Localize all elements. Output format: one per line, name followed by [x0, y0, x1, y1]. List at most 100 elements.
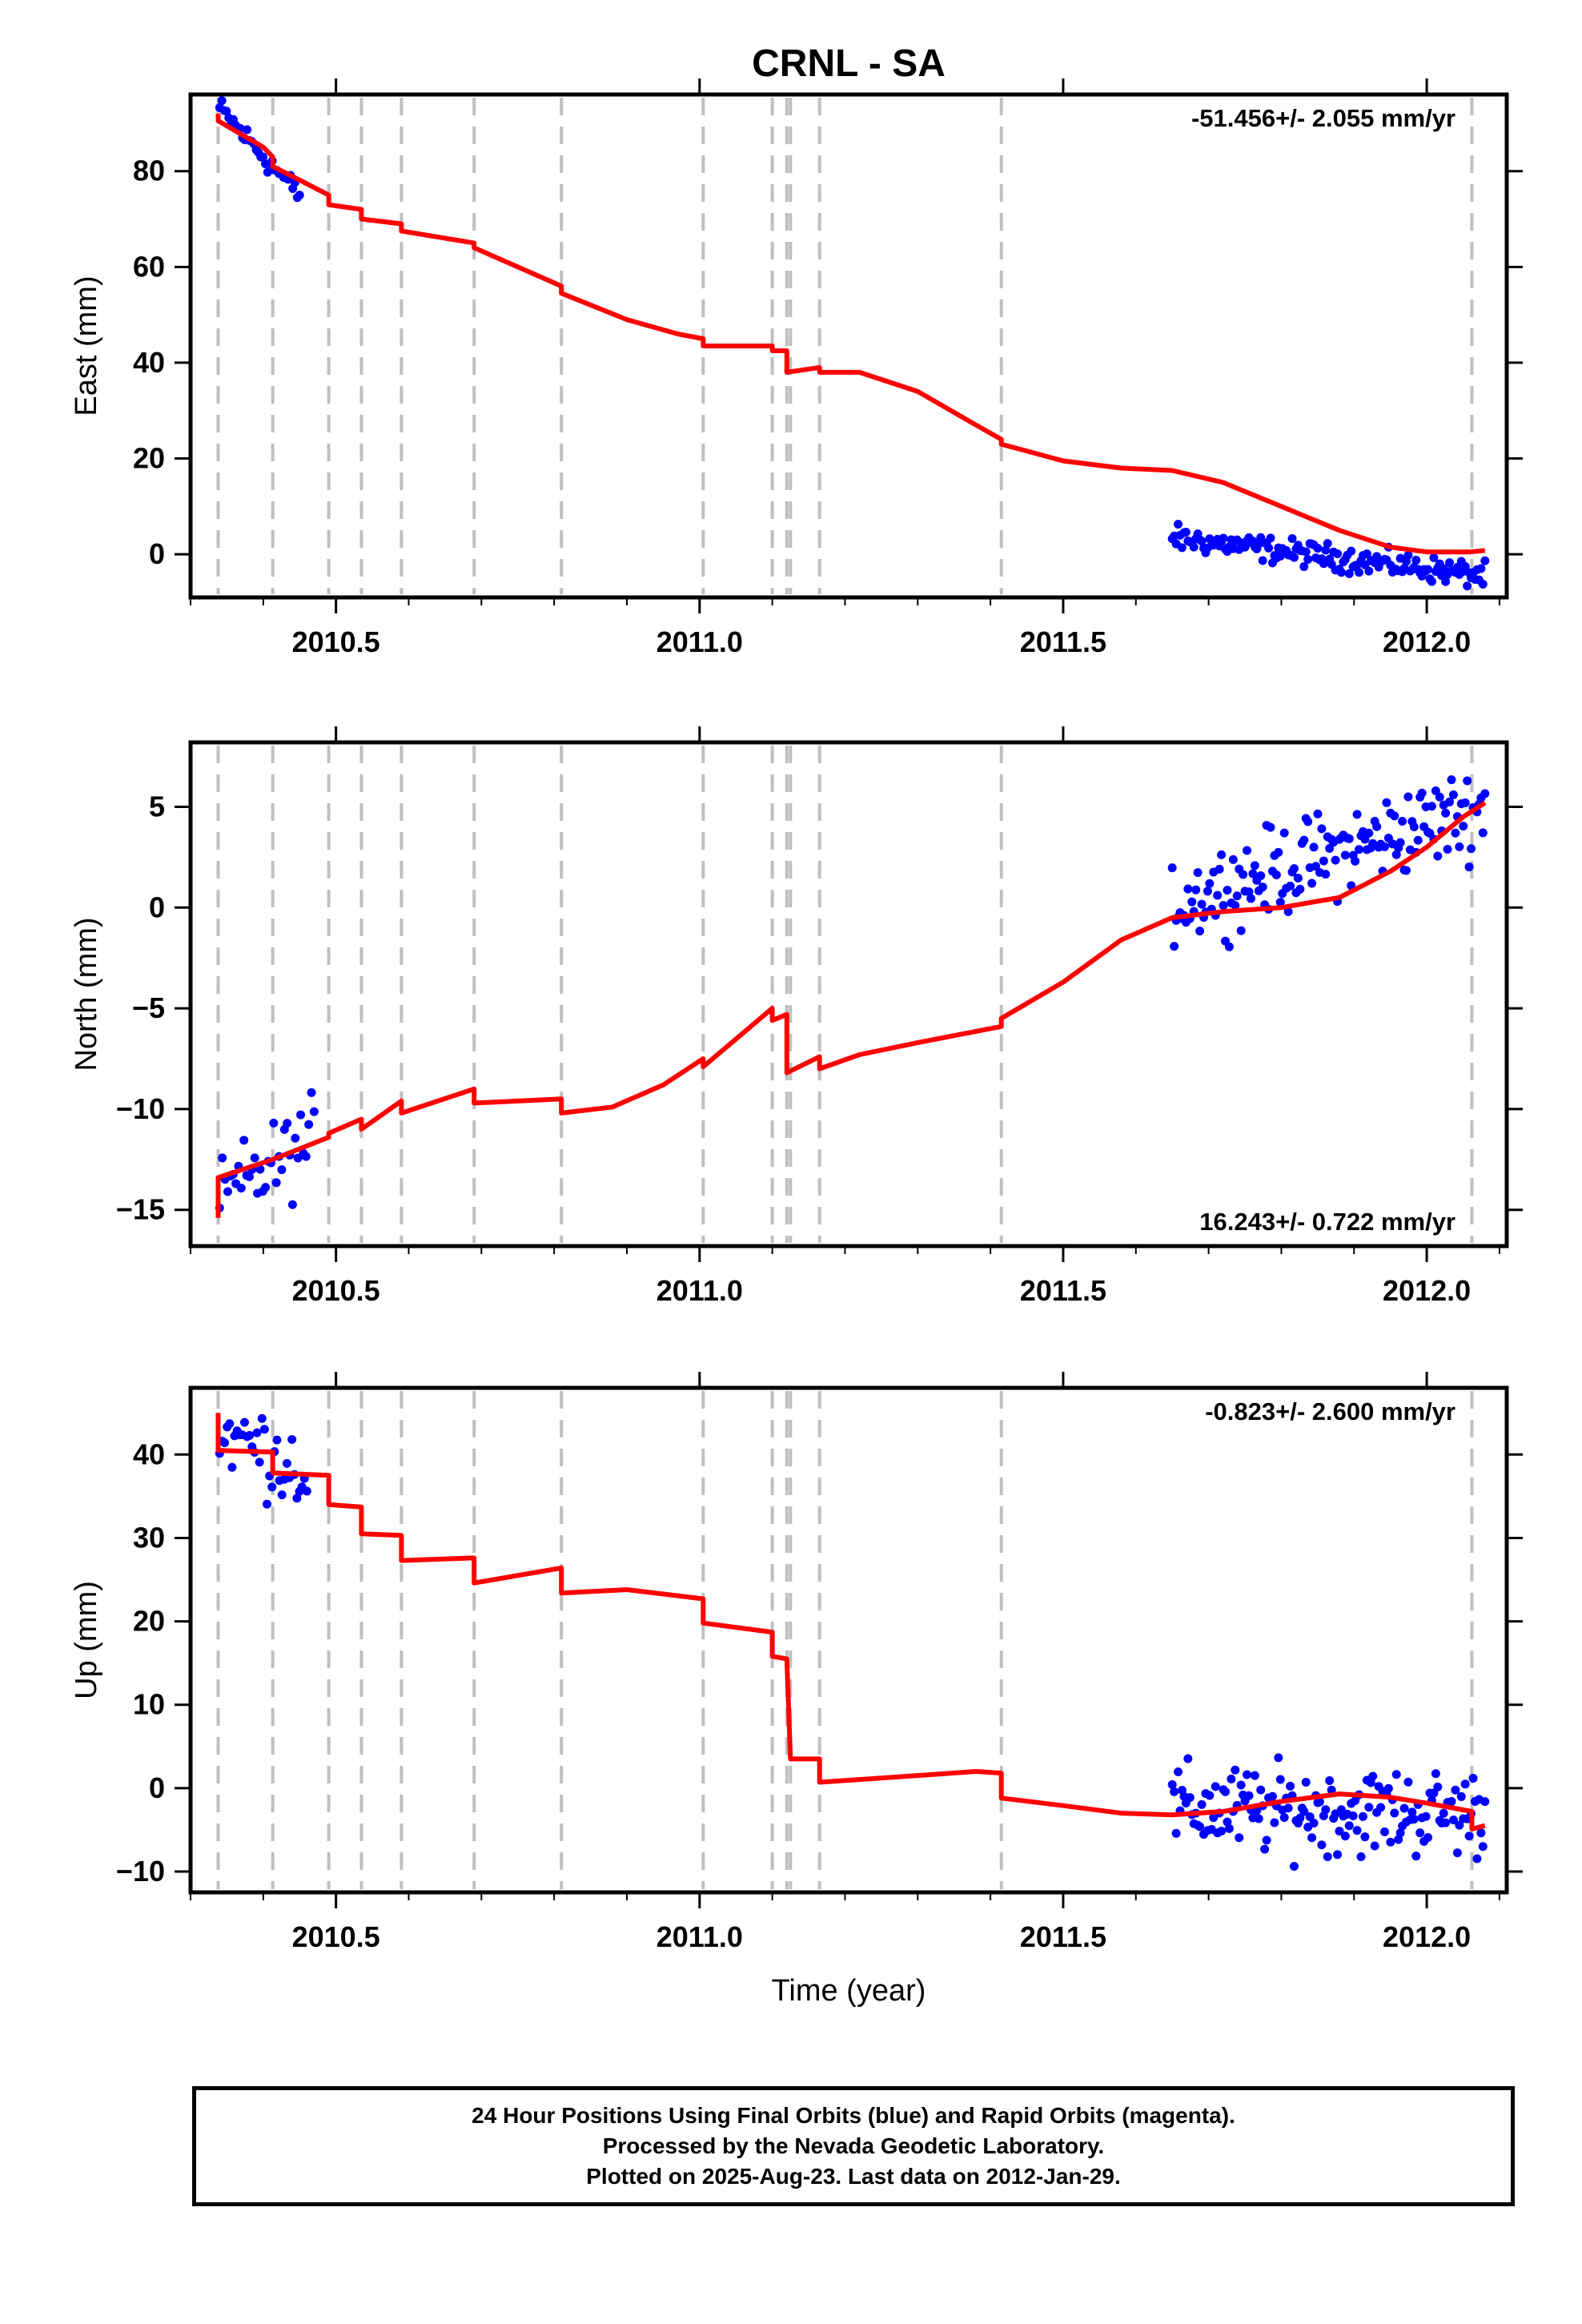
data-point [1423, 565, 1433, 574]
plot-frame [188, 1385, 1509, 1895]
data-point [227, 1462, 237, 1472]
data-point [1335, 1826, 1344, 1835]
data-point [1223, 1817, 1232, 1827]
data-point [287, 1435, 297, 1445]
data-point [1451, 1785, 1460, 1795]
x-tick-label: 2012.0 [1383, 1274, 1471, 1307]
data-point [1243, 1770, 1252, 1779]
data-point [218, 1153, 227, 1163]
data-point [1189, 542, 1199, 552]
data-point [1433, 1782, 1443, 1791]
x-tick-label: 2011.0 [656, 1920, 743, 1953]
data-point [1205, 879, 1215, 888]
data-point [1232, 891, 1242, 901]
data-point [1211, 1782, 1220, 1791]
data-point [1264, 543, 1274, 553]
data-point [1287, 534, 1297, 544]
data-point [295, 191, 304, 200]
data-point [1254, 1814, 1263, 1823]
data-point [1195, 927, 1205, 936]
data-point [1303, 817, 1313, 826]
data-point [1364, 828, 1374, 838]
data-point [1327, 1785, 1336, 1795]
footer-line-2: Processed by the Nevada Geodetic Laborat… [602, 2133, 1105, 2158]
x-tick-label: 2010.5 [292, 1920, 380, 1953]
y-tick-label: 60 [133, 250, 165, 283]
data-point [1283, 1803, 1293, 1813]
data-point [1415, 1828, 1425, 1838]
model-line [215, 113, 1486, 555]
data-point [255, 1458, 264, 1467]
data-point [1390, 811, 1399, 821]
data-point [1167, 1779, 1177, 1789]
y-tick-label: −10 [116, 1855, 165, 1888]
data-point [1441, 1818, 1451, 1827]
data-point [1183, 884, 1193, 894]
data-point [1344, 1821, 1354, 1831]
data-point [1344, 834, 1354, 843]
data-point [1321, 1805, 1331, 1815]
plot-frame [188, 92, 1509, 600]
data-point [1323, 539, 1332, 549]
y-tick-label: 80 [133, 155, 165, 187]
data-point [1256, 870, 1266, 880]
data-point [1447, 775, 1456, 785]
data-point [1174, 1767, 1183, 1776]
data-point [1239, 870, 1248, 879]
y-tick-label: 5 [149, 790, 165, 823]
data-point [1460, 798, 1470, 807]
data-point [1355, 568, 1364, 577]
data-point [1356, 1852, 1366, 1861]
data-point [1427, 577, 1436, 586]
data-point [1445, 558, 1455, 568]
y-axis-label: East (mm) [70, 275, 103, 416]
data-point [220, 1438, 230, 1448]
data-point [1231, 901, 1240, 911]
data-point [277, 1490, 287, 1500]
data-point [1243, 846, 1252, 855]
data-point [1250, 861, 1259, 870]
footer-line-3: Plotted on 2025-Aug-23. Last data on 201… [586, 2164, 1121, 2189]
data-point [1401, 866, 1411, 875]
data-point [277, 1165, 287, 1175]
data-point [1403, 1777, 1413, 1787]
data-point [1429, 553, 1439, 562]
x-tick-label: 2011.5 [1020, 625, 1106, 658]
data-point [271, 1178, 281, 1188]
data-point [1468, 1773, 1478, 1783]
data-point [1270, 1818, 1279, 1827]
data-point [244, 1172, 254, 1181]
data-point [1368, 1771, 1378, 1781]
data-point [1187, 897, 1197, 907]
y-tick-label: 20 [133, 1605, 165, 1638]
panel-north: 2010.5 2011.0 2011.5 2012.0 −15 −10 −5 0 5 North … [70, 726, 1523, 1307]
data-point [1395, 838, 1405, 847]
data-point [307, 1088, 316, 1097]
data-point [1398, 816, 1407, 826]
data-point [1215, 864, 1224, 874]
data-point [1279, 1812, 1289, 1822]
data-point [1171, 1828, 1181, 1838]
data-point [1480, 556, 1490, 565]
data-point [1299, 1807, 1309, 1816]
data-point [1448, 1815, 1458, 1825]
data-point [1197, 537, 1207, 546]
data-point [1295, 1813, 1305, 1823]
data-point [1275, 1775, 1285, 1784]
data-point [1441, 808, 1451, 818]
data-point [1307, 1833, 1317, 1843]
data-point [1344, 569, 1354, 578]
footer-caption: 24 Hour Positions Using Final Orbits (bl… [192, 2086, 1515, 2206]
data-point [292, 1494, 302, 1503]
data-point [239, 1136, 249, 1145]
x-tick-label: 2011.5 [1020, 1920, 1106, 1953]
data-point [1456, 1791, 1466, 1801]
data-point [1217, 1826, 1227, 1835]
y-tick-label: 30 [133, 1521, 165, 1554]
data-point [255, 1164, 265, 1174]
data-point [1455, 842, 1464, 851]
data-point [282, 1458, 291, 1468]
data-point [1213, 891, 1223, 900]
data-point [1274, 847, 1283, 857]
data-point [1224, 1823, 1234, 1833]
